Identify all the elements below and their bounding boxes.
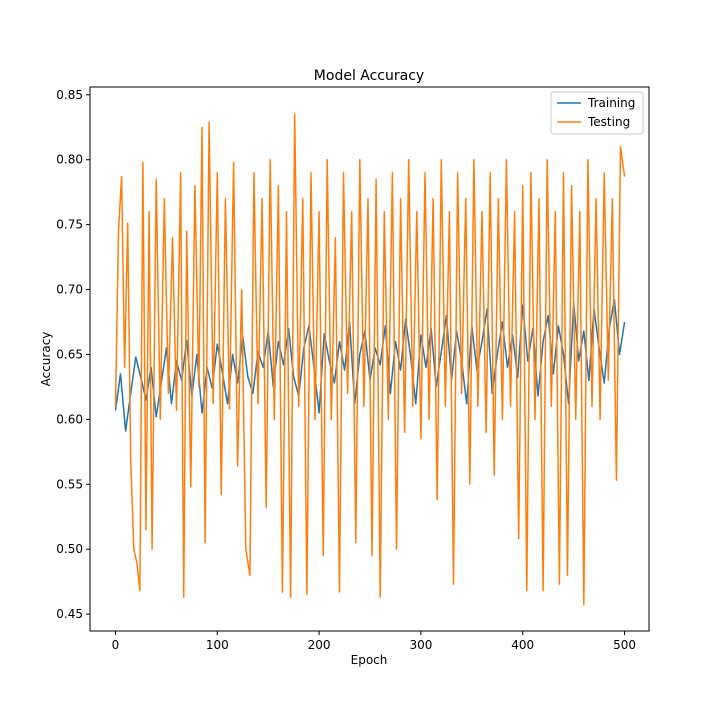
x-tick-label: 300 [409,638,432,652]
chart-title: Model Accuracy [314,68,424,84]
x-axis: 0 100 200 300 400 500 [112,631,636,652]
y-tick-label: 0.60 [56,412,83,426]
plot-frame [89,86,650,632]
x-tick-label: 200 [308,638,331,652]
y-tick-label: 0.55 [56,477,83,491]
x-tick-label: 500 [613,638,636,652]
y-tick-label: 0.45 [56,607,83,621]
x-tick-label: 0 [112,638,120,652]
x-tick-label: 100 [206,638,229,652]
y-tick-label: 0.65 [56,347,83,361]
y-tick-label: 0.75 [56,218,83,232]
y-axis-label: Accuracy [39,332,53,387]
y-tick-label: 0.50 [56,542,83,556]
y-tick-label: 0.70 [56,283,83,297]
y-tick-label: 0.80 [56,153,83,167]
x-axis-label: Epoch [351,653,388,667]
series-line-testing [114,113,626,606]
x-tick-label: 400 [511,638,534,652]
legend-label-testing: Testing [587,115,630,129]
legend: Training Testing [550,91,644,135]
y-axis: 0.45 0.50 0.55 0.60 0.65 0.70 0.75 0.80 0.85 [56,88,90,621]
series-layer [114,113,626,606]
legend-label-training: Training [587,96,635,110]
y-tick-label: 0.85 [56,88,83,102]
